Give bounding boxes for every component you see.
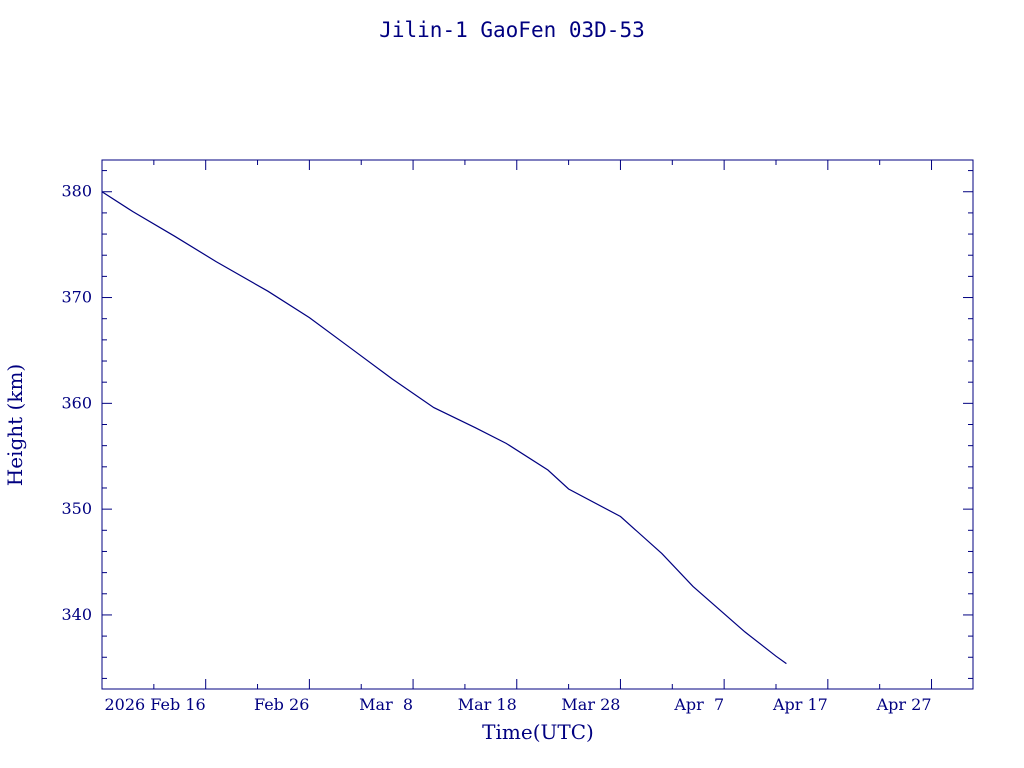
y-tick-label: 360	[61, 393, 92, 412]
x-tick-label: Mar 18	[458, 695, 517, 714]
x-tick-label: Mar 8	[359, 695, 413, 714]
y-tick-label: 350	[61, 499, 92, 518]
y-tick-label: 380	[61, 182, 92, 201]
x-tick-label: Apr 27	[876, 695, 932, 714]
height-series-line	[101, 191, 787, 665]
chart-title: Jilin-1 GaoFen 03D-53	[379, 18, 645, 42]
y-tick-label: 370	[61, 288, 92, 307]
y-tick-label: 340	[61, 605, 92, 624]
x-tick-label: Mar 28	[561, 695, 620, 714]
x-tick-label: Feb 26	[254, 695, 309, 714]
plot-area: 340 350 360 370 380 2026 Feb 16 Feb 26 Mar 8 Mar…	[61, 159, 974, 714]
x-tick-label: Apr 17	[772, 695, 828, 714]
x-tick-label: Apr 7	[673, 695, 724, 714]
x-axis-label: Time(UTC)	[482, 720, 594, 744]
y-axis-label: Height (km)	[3, 364, 27, 486]
x-tick-label: 2026 Feb 16	[105, 695, 206, 714]
plot-frame	[101, 159, 974, 690]
